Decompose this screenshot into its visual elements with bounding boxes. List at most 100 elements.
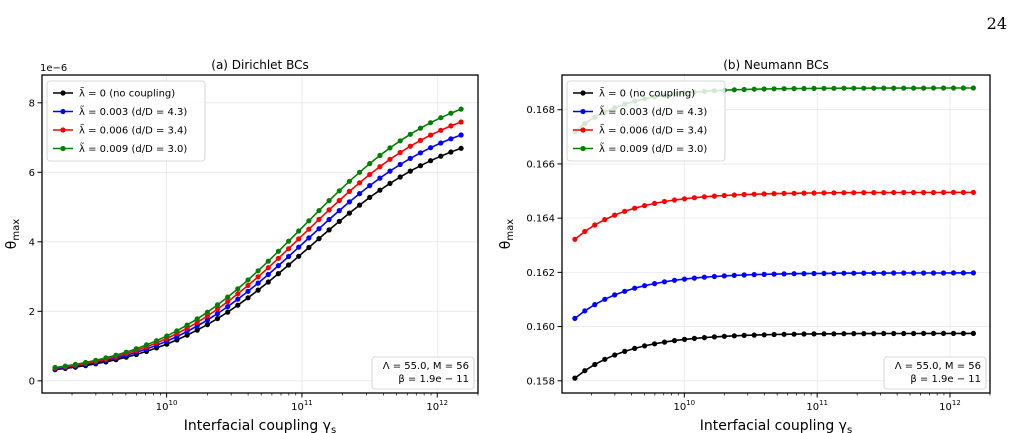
x-tick-label: 1010 — [673, 399, 695, 413]
data-point — [970, 85, 977, 91]
data-point — [93, 357, 99, 363]
chart-title: (b) Neumann BCs — [723, 58, 828, 72]
x-axis-label: Interfacial coupling γs — [700, 418, 852, 433]
data-point — [214, 311, 221, 317]
data-point — [652, 200, 658, 206]
data-point — [245, 295, 251, 301]
data-point — [377, 187, 383, 193]
legend-entry: λ̃ = 0.009 (d/D = 3.0) — [573, 141, 707, 155]
series-line — [574, 272, 974, 320]
chart-panel-2: 1010 1011 1012 0.158 0.160 0.162 0.164 0.166 0.1… — [498, 58, 991, 433]
data-point — [911, 85, 917, 91]
data-point — [661, 339, 668, 345]
data-point — [204, 313, 210, 319]
data-point — [622, 348, 628, 354]
legend-entry: λ̃ = 0 (no coupling) — [573, 86, 695, 100]
data-point — [901, 189, 907, 196]
data-point — [255, 274, 261, 280]
parameter-note: Λ = 55.0, M = 56 β = 1.9e − 11 — [883, 356, 987, 390]
y-axis-label: θmax — [4, 219, 22, 249]
data-point — [458, 119, 464, 125]
data-point — [123, 349, 129, 355]
data-point — [602, 296, 608, 302]
data-point — [387, 156, 393, 162]
data-point — [346, 210, 352, 216]
data-point — [791, 86, 797, 92]
data-point — [572, 236, 578, 242]
data-point — [861, 190, 867, 196]
data-point — [751, 272, 757, 278]
data-point — [326, 227, 332, 233]
data-point — [901, 270, 907, 276]
data-point — [671, 338, 678, 344]
data-point — [336, 218, 342, 224]
data-point — [642, 283, 648, 289]
axes-frame — [41, 74, 479, 394]
note-box — [883, 356, 987, 390]
data-point — [881, 190, 887, 196]
data-point — [681, 276, 688, 282]
data-point — [428, 132, 434, 138]
legend-entry: λ̃ = 0.006 (d/D = 3.4) — [573, 123, 707, 137]
data-point — [133, 346, 139, 352]
data-point — [841, 190, 847, 196]
data-point — [771, 271, 777, 277]
data-point — [642, 203, 648, 209]
x-tick-label: 1011 — [291, 399, 313, 413]
data-point — [801, 271, 807, 277]
note-box — [371, 356, 475, 390]
data-point — [940, 85, 947, 91]
data-point — [174, 328, 180, 334]
data-point — [612, 292, 618, 298]
data-point — [831, 190, 837, 196]
data-point — [632, 345, 638, 351]
data-point — [652, 281, 658, 287]
data-point — [761, 271, 767, 277]
data-point — [930, 189, 937, 196]
data-point — [326, 207, 332, 213]
data-point — [407, 155, 413, 161]
data-point — [801, 331, 807, 337]
data-point — [417, 163, 424, 169]
data-point — [911, 270, 917, 276]
data-point — [306, 226, 312, 232]
data-point — [387, 180, 393, 186]
legend-label: λ̃ = 0 (no coupling) — [79, 86, 175, 100]
data-point — [346, 199, 352, 205]
data-point — [387, 145, 393, 151]
data-point — [316, 226, 322, 232]
data-point — [397, 149, 403, 156]
data-point — [861, 270, 867, 276]
data-point — [691, 335, 698, 341]
data-point — [950, 189, 957, 195]
data-point — [741, 332, 747, 338]
legend-box — [46, 80, 206, 162]
data-point — [761, 86, 767, 92]
data-point — [194, 323, 200, 329]
data-point — [103, 355, 109, 361]
data-point — [428, 120, 434, 126]
legend-label: λ̃ = 0.006 (d/D = 3.4) — [599, 123, 707, 137]
data-point — [417, 125, 424, 131]
data-point — [841, 85, 847, 91]
data-point — [721, 333, 727, 339]
data-point — [357, 169, 363, 175]
data-point — [275, 263, 281, 269]
legend-label: λ̃ = 0.009 (d/D = 3.0) — [599, 141, 707, 155]
data-point — [448, 149, 454, 155]
data-point — [235, 286, 241, 292]
data-point — [671, 277, 678, 283]
data-point — [970, 189, 977, 195]
data-point — [731, 87, 737, 93]
data-point — [950, 330, 957, 336]
data-point — [265, 258, 271, 264]
data-point — [871, 270, 877, 276]
parameter-note: Λ = 55.0, M = 56 β = 1.9e − 11 — [371, 356, 475, 390]
data-point — [448, 136, 454, 142]
data-point — [255, 268, 261, 274]
data-point — [438, 140, 444, 146]
data-point — [711, 193, 718, 199]
data-point — [970, 270, 977, 276]
data-point — [245, 288, 251, 294]
data-point — [681, 336, 688, 342]
